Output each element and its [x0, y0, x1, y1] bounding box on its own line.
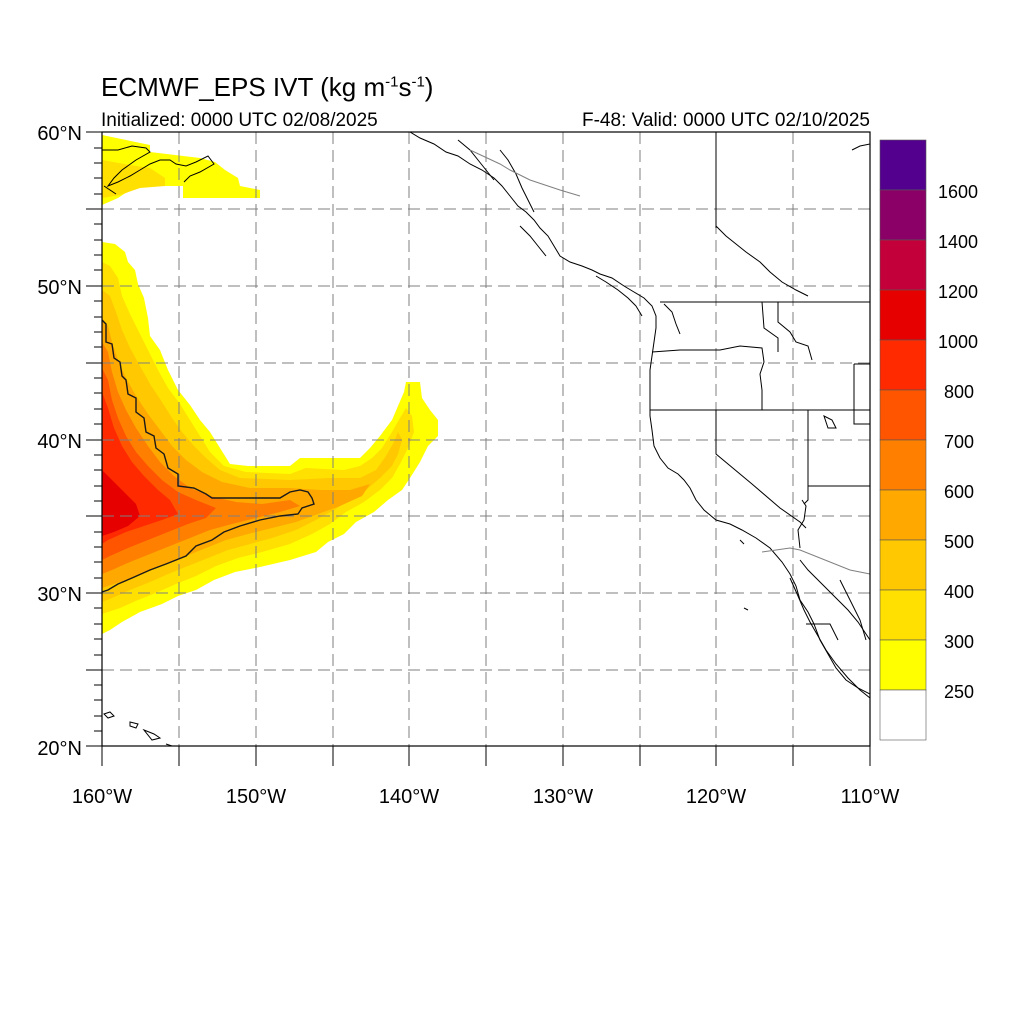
- ivt-contour-line: [102, 319, 315, 593]
- coastlines: [102, 132, 870, 746]
- colorbar-label-400: 400: [944, 582, 974, 602]
- lat-label-50: 50°N: [37, 277, 82, 299]
- colorbar-label-600: 600: [944, 482, 974, 502]
- colorbar-box-11: [879, 139, 927, 191]
- lon-label-110w: 110°W: [841, 786, 900, 808]
- borders: [469, 132, 870, 641]
- colorbar-box-4: [879, 489, 927, 541]
- initialized-label: Initialized: 0000 UTC 02/08/2025: [101, 110, 378, 131]
- lon-label-130w: 130°W: [533, 786, 593, 808]
- colorbar-label-1400: 1400: [938, 232, 978, 252]
- lat-label-20: 20°N: [37, 738, 82, 760]
- colorbar-box-8: [879, 289, 927, 341]
- colorbar-box-3: [879, 539, 927, 591]
- colorbar-box-0: [879, 689, 927, 741]
- colorbar-box-2: [879, 589, 927, 641]
- lon-label-160w: 160°W: [72, 786, 132, 808]
- colorbar-label-1200: 1200: [938, 282, 978, 302]
- valid-time-label: F-48: Valid: 0000 UTC 02/10/2025: [582, 110, 870, 131]
- colorbar-box-9: [879, 239, 927, 291]
- lat-tick-labels: 60°N 50°N 40°N 30°N 20°N: [37, 123, 82, 760]
- colorbar-box-10: [879, 189, 927, 241]
- colorbar-label-500: 500: [944, 532, 974, 552]
- colorbar-label-1000: 1000: [938, 332, 978, 352]
- ivt-region-1000: [102, 470, 140, 536]
- ivt-contour: [102, 319, 315, 593]
- lat-minor-ticks: [86, 131, 102, 747]
- colorbar-box-1: [879, 639, 927, 691]
- colorbar-label-800: 800: [944, 382, 974, 402]
- lat-label-30: 30°N: [37, 584, 82, 606]
- map-title: ECMWF_EPS IVT (kg m-1s-1): [101, 72, 434, 102]
- colorbar-label-1600: 1600: [938, 182, 978, 202]
- graticule: [102, 132, 870, 746]
- ivt-region-alaska-300: [102, 160, 165, 198]
- ivt-region-alaska-250: [102, 135, 260, 205]
- lon-label-150w: 150°W: [226, 786, 286, 808]
- colorbar-box-6: [879, 389, 927, 441]
- lat-label-40: 40°N: [37, 431, 82, 453]
- lon-ticks: [101, 746, 871, 766]
- lon-label-140w: 140°W: [379, 786, 439, 808]
- colorbar-label-250: 250: [944, 682, 974, 702]
- colorbar: 1600 1400 1200 1000 800 700 600 500 400 …: [879, 139, 978, 741]
- lat-label-60: 60°N: [37, 123, 82, 145]
- colorbar-box-7: [879, 339, 927, 391]
- colorbar-label-300: 300: [944, 632, 974, 652]
- lon-tick-labels: 160°W 150°W 140°W 130°W 120°W 110°W: [72, 786, 900, 808]
- colorbar-label-700: 700: [944, 432, 974, 452]
- lon-label-120w: 120°W: [686, 786, 746, 808]
- colorbar-box-5: [879, 439, 927, 491]
- ivt-shading: [102, 135, 438, 634]
